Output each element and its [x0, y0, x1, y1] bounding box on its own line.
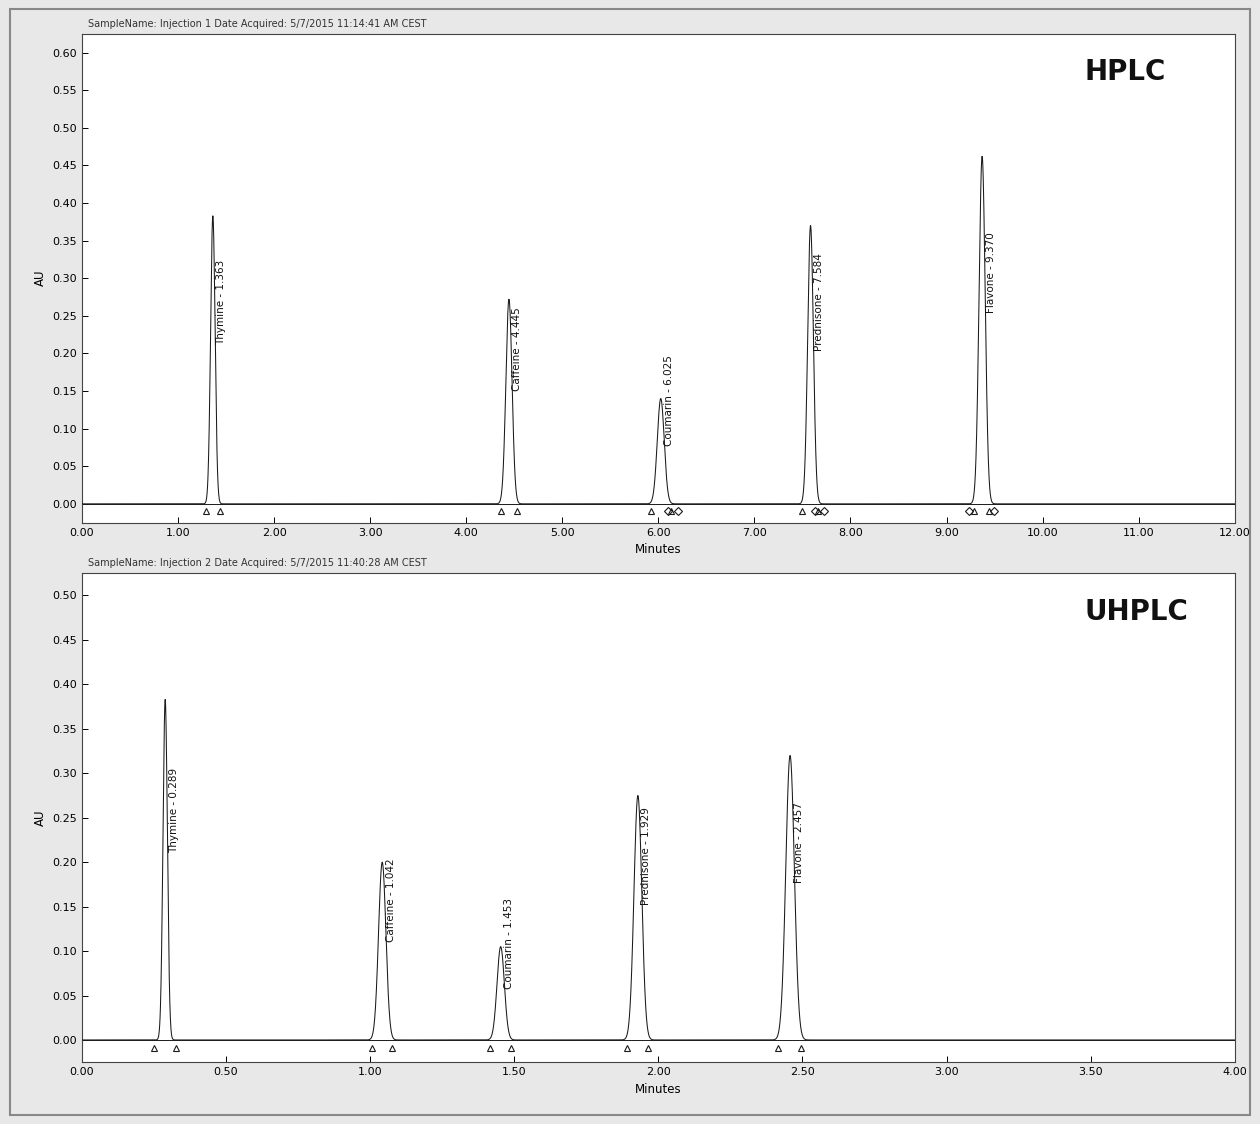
Text: Caffeine - 1.042: Caffeine - 1.042 — [386, 859, 396, 942]
Text: Flavone - 2.457: Flavone - 2.457 — [794, 803, 804, 883]
Text: UHPLC: UHPLC — [1085, 598, 1188, 626]
Text: Coumarin - 1.453: Coumarin - 1.453 — [504, 898, 514, 989]
Y-axis label: AU: AU — [34, 270, 47, 287]
Text: Thymine - 1.363: Thymine - 1.363 — [217, 260, 227, 345]
Text: SampleName: Injection 2 Date Acquired: 5/7/2015 11:40:28 AM CEST: SampleName: Injection 2 Date Acquired: 5… — [88, 559, 426, 569]
Y-axis label: AU: AU — [34, 809, 47, 826]
Text: Prednisone - 7.584: Prednisone - 7.584 — [814, 253, 824, 351]
Text: Thymine - 0.289: Thymine - 0.289 — [169, 768, 179, 853]
Text: HPLC: HPLC — [1085, 58, 1167, 87]
X-axis label: Minutes: Minutes — [635, 1082, 682, 1096]
Text: Prednisone - 1.929: Prednisone - 1.929 — [641, 808, 651, 906]
Text: Coumarin - 6.025: Coumarin - 6.025 — [664, 355, 674, 446]
Text: Flavone - 9.370: Flavone - 9.370 — [985, 232, 995, 312]
Text: Caffeine - 4.445: Caffeine - 4.445 — [513, 308, 523, 391]
Text: SampleName: Injection 1 Date Acquired: 5/7/2015 11:14:41 AM CEST: SampleName: Injection 1 Date Acquired: 5… — [88, 19, 426, 29]
X-axis label: Minutes: Minutes — [635, 543, 682, 556]
